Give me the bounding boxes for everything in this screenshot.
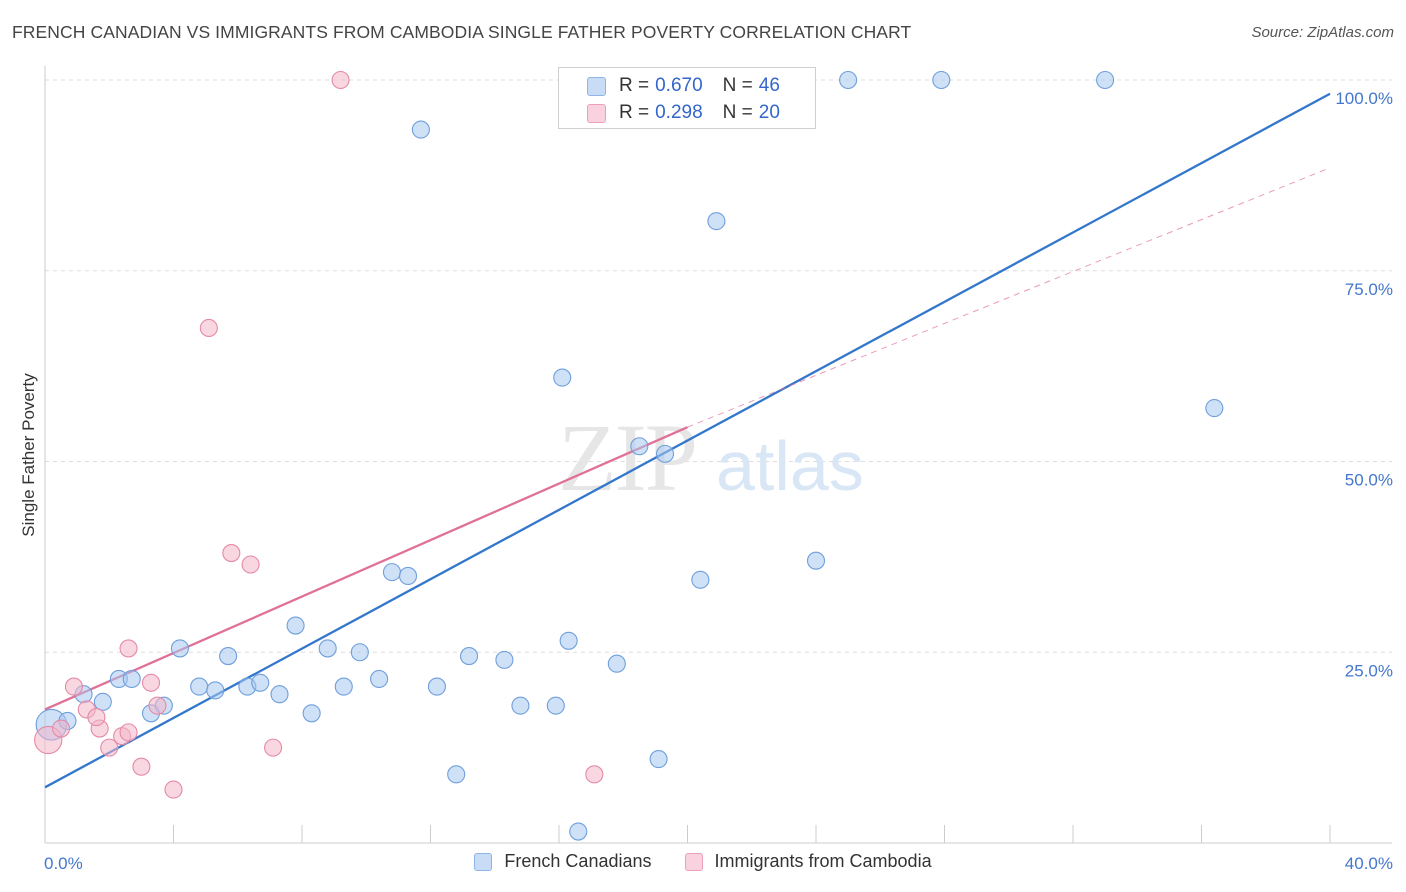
stats-n-value: 20 (758, 102, 780, 123)
data-point (164, 780, 183, 799)
data-point (839, 70, 858, 90)
data-point (585, 765, 604, 784)
data-point (382, 563, 402, 582)
data-point (411, 120, 430, 139)
y-tick-label: 100.0% (1335, 89, 1393, 108)
legend-swatch-blue (474, 852, 493, 871)
y-tick-label: 75.0% (1345, 280, 1393, 299)
data-point (427, 677, 446, 696)
data-point (511, 696, 530, 715)
stats-n-value: 46 (758, 75, 780, 96)
data-point (932, 70, 951, 90)
data-point (398, 566, 418, 586)
data-point (286, 616, 305, 635)
data-point (1096, 70, 1115, 90)
data-point (241, 555, 260, 574)
trend-lines (44, 92, 1331, 789)
stats-r-value: 0.670 (655, 75, 703, 96)
data-point (199, 318, 218, 338)
data-point (707, 212, 726, 231)
stats-row-cambodia: R = 0.298 N = 20 (559, 99, 780, 127)
data-point (148, 696, 167, 715)
y-axis-title: Single Father Poverty (19, 373, 38, 537)
data-point (52, 719, 71, 738)
data-point (331, 70, 350, 90)
bottom-legend: French Canadians Immigrants from Cambodi… (0, 851, 1406, 876)
data-point (206, 681, 225, 700)
legend-label: French Canadians (504, 851, 652, 871)
data-point (459, 647, 479, 666)
data-point (190, 677, 209, 696)
data-point (649, 750, 668, 769)
trend-line-cambodia (44, 426, 688, 711)
data-point (318, 639, 337, 658)
data-point (264, 738, 283, 757)
trend-line-cambodia-extension (687, 167, 1331, 428)
chart-title: FRENCH CANADIAN VS IMMIGRANTS FROM CAMBO… (12, 22, 912, 42)
y-tick-label: 25.0% (1345, 661, 1393, 680)
data-point (630, 437, 649, 456)
data-point (87, 708, 106, 727)
data-point (100, 738, 119, 757)
stats-row-french-canadians: R = 0.670 N = 46 (559, 72, 780, 100)
stats-r-label: R = (619, 102, 650, 123)
data-point (170, 639, 189, 658)
series-cambodia (34, 70, 604, 799)
data-point (447, 765, 466, 784)
data-point (546, 696, 565, 715)
data-point (64, 677, 83, 696)
stats-legend: R = 0.670 N = 46 R = 0.298 N = 20 (558, 67, 816, 129)
legend-swatch-pink (684, 852, 703, 871)
watermark-atlas: atlas (716, 427, 864, 505)
data-point (691, 570, 710, 589)
data-point (270, 685, 289, 704)
source-label: Source: ZipAtlas.com (1251, 24, 1394, 41)
data-point (251, 673, 270, 692)
data-point (1205, 399, 1224, 418)
y-tick-label: 50.0% (1345, 471, 1393, 490)
stats-swatch-blue (587, 76, 606, 96)
data-point (350, 643, 369, 662)
data-point (132, 757, 151, 776)
tick-labels: 25.0% 50.0% 75.0% 100.0% 0.0% 40.0% (44, 89, 1393, 873)
data-point (119, 639, 138, 658)
data-point (370, 669, 389, 689)
stats-n-label: N = (722, 102, 753, 123)
watermark-zip: ZIP (558, 404, 696, 511)
data-point (302, 704, 321, 723)
trend-line-french-canadians (44, 92, 1331, 789)
data-point (122, 669, 141, 689)
data-point (93, 692, 112, 711)
data-point (334, 677, 353, 696)
legend-item-french-canadians: French Canadians (474, 851, 652, 872)
data-point (559, 631, 578, 650)
gridlines (45, 79, 1392, 653)
data-point (569, 822, 588, 841)
data-point (219, 647, 238, 666)
x-tick-label: 40.0% (1345, 854, 1393, 873)
stats-r-label: R = (619, 75, 650, 96)
watermark: ZIP atlas (558, 404, 864, 511)
data-point (607, 654, 626, 673)
stats-n-label: N = (722, 75, 753, 96)
data-point (655, 444, 675, 463)
data-point (806, 551, 826, 570)
legend-label: Immigrants from Cambodia (714, 851, 932, 871)
legend-item-cambodia: Immigrants from Cambodia (684, 851, 932, 872)
stats-r-value: 0.298 (655, 102, 703, 123)
data-point (119, 723, 138, 742)
x-tick-label: 0.0% (44, 854, 83, 873)
data-point (495, 650, 514, 669)
data-point (141, 673, 161, 692)
stats-swatch-pink (587, 103, 606, 123)
data-point (222, 544, 241, 563)
data-point (553, 368, 572, 387)
